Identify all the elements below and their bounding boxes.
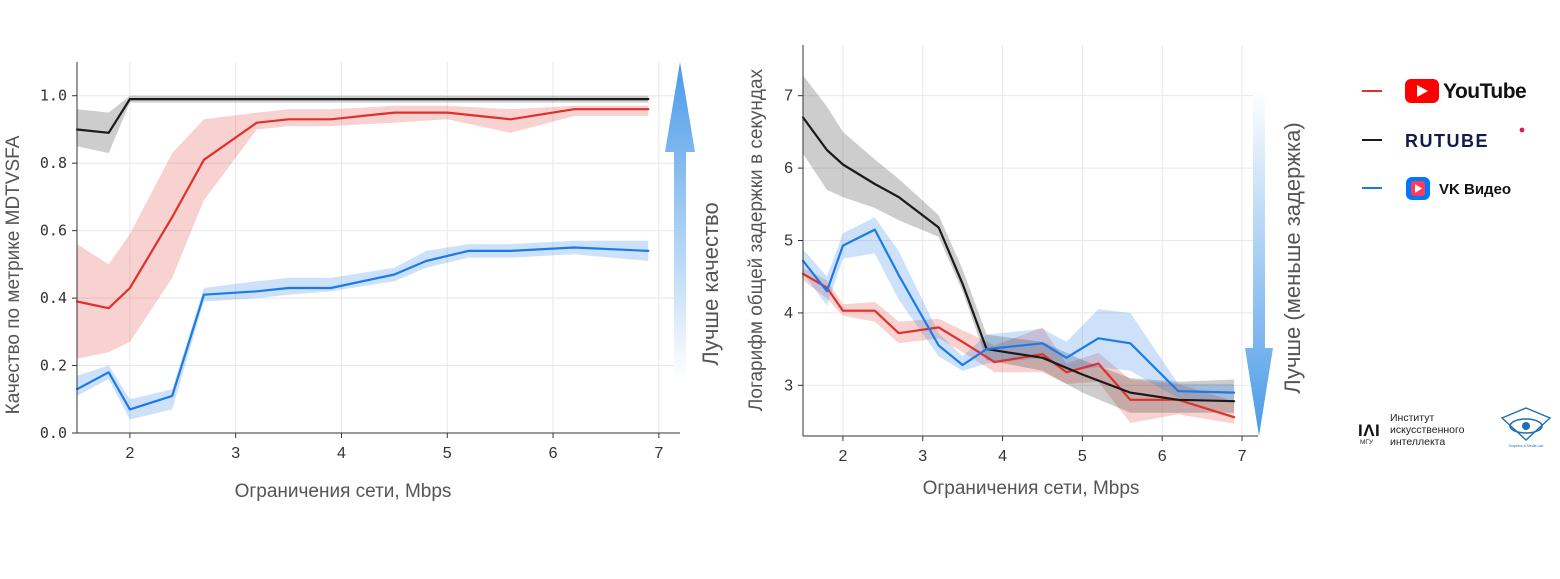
graphics-media-lab-logo: Graphics & Media Lab [1500, 407, 1552, 448]
delay-chart: 2 3 4 5 6 7 3 4 5 6 7 Ограничения сети, Mbps Лога… [746, 45, 1305, 499]
delay-line-vk-видео [801, 228, 1236, 394]
arrow-down-icon [1245, 90, 1273, 436]
legend: YouTube RUTUBE VK Видео [1362, 79, 1527, 200]
quality-line-youtube [75, 108, 650, 310]
delay-chart-x-label: Ограничения сети, Mbps [923, 478, 1140, 499]
quality-y-tick-label-0.2: 0.2 [40, 357, 67, 375]
legend-label-rutube: RUTUBE [1405, 131, 1489, 151]
quality-y-tick-label-0.8: 0.8 [40, 154, 67, 172]
delay-x-tick-label-6: 6 [1158, 448, 1167, 465]
delay-chart-confidence-bands [803, 75, 1235, 424]
quality-x-tick-label-5: 5 [443, 445, 452, 462]
delay-y-tick-label-4: 4 [784, 305, 793, 322]
delay-band-vk-видео [803, 217, 1235, 402]
institute-name-line-2: искусственного [1390, 424, 1465, 436]
better-delay-label: Лучше (меньше задержка) [1280, 122, 1305, 393]
legend-label-vk: VK Видео [1439, 181, 1511, 198]
quality-chart-x-label: Ограничения сети, Mbps [235, 481, 452, 502]
vk-play-icon [1415, 184, 1422, 193]
institute-name-line-3: интеллекта [1390, 436, 1445, 448]
quality-chart-x-ticks: 2 3 4 5 6 7 [125, 433, 663, 462]
delay-chart-y-ticks: 3 4 5 6 7 [784, 88, 803, 394]
quality-y-tick-label-0.0: 0.0 [40, 424, 67, 442]
quality-chart: 2 3 4 5 6 7 0.0 0.2 0.4 0.6 0.8 1.0 Ограничения се… [3, 62, 723, 502]
institute-logo: ІΛІ МГУ Институт искусственного интеллек… [1358, 412, 1465, 448]
quality-line-rutube [75, 97, 650, 134]
quality-band-vk-видео [77, 240, 649, 420]
delay-y-tick-label-3: 3 [784, 377, 793, 394]
delay-chart-x-ticks: 2 3 4 5 6 7 [838, 436, 1247, 465]
delay-chart-series-lines [801, 116, 1236, 419]
quality-chart-confidence-bands [77, 95, 649, 420]
institute-name-line-1: Институт [1390, 412, 1434, 424]
play-icon [1417, 85, 1428, 97]
quality-chart-series-lines [75, 97, 650, 411]
quality-band-youtube [77, 105, 649, 359]
delay-y-tick-label-7: 7 [784, 88, 793, 105]
quality-x-tick-label-3: 3 [231, 445, 240, 462]
institute-mark: ІΛІ [1358, 421, 1380, 440]
quality-chart-y-ticks: 0.0 0.2 0.4 0.6 0.8 1.0 [40, 87, 77, 442]
delay-x-tick-label-7: 7 [1238, 448, 1247, 465]
legend-item-vk: VK Видео [1362, 177, 1511, 200]
delay-y-tick-label-6: 6 [784, 160, 793, 177]
quality-x-tick-label-2: 2 [125, 445, 134, 462]
quality-y-tick-label-0.4: 0.4 [40, 289, 67, 307]
eye-icon [1509, 418, 1543, 434]
better-delay-arrow: Лучше (меньше задержка) [1245, 90, 1305, 436]
quality-x-tick-label-7: 7 [654, 445, 663, 462]
quality-x-tick-label-6: 6 [549, 445, 558, 462]
delay-line-youtube [801, 272, 1236, 419]
delay-y-tick-label-5: 5 [784, 233, 793, 250]
better-quality-label: Лучше качество [698, 202, 723, 365]
quality-y-tick-label-0.6: 0.6 [40, 222, 67, 240]
delay-x-tick-label-3: 3 [918, 448, 927, 465]
delay-line-rutube [801, 116, 1236, 403]
institute-sub: МГУ [1360, 439, 1374, 446]
quality-x-tick-label-4: 4 [337, 445, 346, 462]
arrow-up-icon [665, 62, 695, 380]
legend-item-rutube: RUTUBE [1362, 127, 1525, 151]
quality-y-tick-label-1.0: 1.0 [40, 87, 67, 105]
lab-caption: Graphics & Media Lab [1509, 444, 1544, 448]
quality-line-vk-видео [75, 246, 650, 411]
rutube-dot-icon [1519, 127, 1525, 133]
legend-label-youtube: YouTube [1443, 80, 1526, 103]
delay-x-tick-label-2: 2 [838, 448, 847, 465]
quality-chart-y-label: Качество по метрике MDTVSFA [3, 135, 24, 414]
delay-x-tick-label-4: 4 [998, 448, 1007, 465]
quality-band-rutube [77, 95, 649, 154]
delay-x-tick-label-5: 5 [1078, 448, 1087, 465]
better-quality-arrow: Лучше качество [665, 62, 723, 380]
delay-chart-grid [803, 45, 1258, 436]
delay-chart-y-label: Логарифм общей задержки в секундах [746, 68, 767, 411]
eye-pupil-icon [1522, 422, 1530, 430]
legend-item-youtube: YouTube [1362, 79, 1527, 103]
